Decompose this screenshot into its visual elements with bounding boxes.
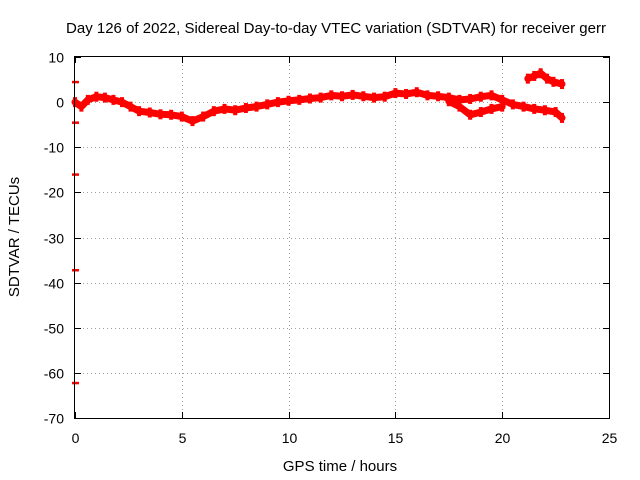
data-point bbox=[468, 109, 473, 120]
data-point bbox=[532, 70, 537, 81]
data-point bbox=[128, 101, 133, 112]
data-point bbox=[553, 107, 558, 118]
x-tick-label: 5 bbox=[179, 430, 187, 446]
data-point bbox=[532, 103, 537, 114]
data-point bbox=[446, 96, 451, 107]
data-point bbox=[201, 111, 206, 122]
y-tick-label: -10 bbox=[44, 140, 64, 156]
x-tick-label: 15 bbox=[388, 430, 404, 446]
data-point bbox=[318, 92, 323, 103]
chart-title: Day 126 of 2022, Sidereal Day-to-day VTE… bbox=[66, 20, 606, 37]
data-point bbox=[275, 97, 280, 108]
series-4 bbox=[72, 80, 79, 385]
data-point bbox=[147, 107, 152, 118]
data-point bbox=[102, 92, 107, 103]
data-point bbox=[265, 99, 270, 110]
data-point bbox=[404, 89, 409, 100]
data-point bbox=[510, 99, 515, 110]
data-point bbox=[489, 103, 494, 114]
data-point bbox=[119, 97, 124, 108]
x-axis-label: GPS time / hours bbox=[283, 458, 397, 475]
x-tick-label: 20 bbox=[495, 430, 511, 446]
data-point bbox=[560, 112, 565, 123]
data-point bbox=[436, 91, 441, 102]
data-point bbox=[254, 101, 259, 112]
data-point bbox=[478, 91, 483, 102]
data-point bbox=[372, 92, 377, 103]
data-point bbox=[72, 121, 79, 124]
data-point bbox=[382, 91, 387, 102]
data-point bbox=[190, 116, 195, 127]
x-tick-label: 25 bbox=[602, 430, 618, 446]
data-point bbox=[169, 109, 174, 120]
data-point bbox=[286, 95, 291, 106]
data-point bbox=[414, 87, 419, 98]
data-point bbox=[72, 80, 79, 84]
data-point bbox=[94, 91, 99, 102]
data-point bbox=[361, 91, 366, 102]
plot-frame bbox=[74, 56, 610, 419]
series-3 bbox=[524, 68, 566, 90]
data-point bbox=[222, 103, 227, 114]
data-point bbox=[521, 101, 526, 112]
data-point bbox=[72, 268, 79, 272]
y-tick-label: -60 bbox=[44, 366, 64, 382]
series-2 bbox=[445, 96, 506, 120]
data-point bbox=[551, 76, 556, 87]
data-point bbox=[85, 94, 90, 105]
data-point bbox=[137, 106, 142, 117]
grid bbox=[75, 57, 609, 418]
data-point bbox=[538, 68, 543, 79]
x-tick-label: 10 bbox=[282, 430, 298, 446]
series-1 bbox=[71, 87, 566, 127]
data-series bbox=[71, 68, 566, 385]
data-point bbox=[211, 106, 216, 117]
data-point bbox=[243, 102, 248, 113]
data-point bbox=[545, 73, 550, 84]
data-point bbox=[72, 381, 79, 385]
data-point bbox=[179, 111, 184, 122]
data-point bbox=[393, 88, 398, 99]
y-tick-label: 10 bbox=[48, 50, 64, 66]
data-point bbox=[525, 73, 530, 84]
x-tick-label: 0 bbox=[72, 430, 80, 446]
data-point bbox=[560, 79, 565, 90]
data-point bbox=[158, 109, 163, 120]
data-point bbox=[307, 93, 312, 104]
data-point bbox=[340, 91, 344, 102]
y-tick-label: -20 bbox=[44, 185, 64, 201]
data-point bbox=[468, 93, 473, 104]
y-tick-label: -30 bbox=[44, 231, 64, 247]
data-point bbox=[233, 105, 238, 116]
y-axis-ticks: 10 0 -10 -20 -30 -40 -50 -60 -70 bbox=[44, 50, 609, 427]
y-tick-label: -70 bbox=[44, 411, 64, 427]
data-point bbox=[297, 94, 302, 105]
data-point bbox=[478, 107, 483, 118]
data-point bbox=[457, 94, 462, 105]
data-point bbox=[79, 101, 84, 112]
y-tick-label: 0 bbox=[56, 95, 64, 111]
data-point bbox=[111, 94, 116, 105]
data-point bbox=[489, 90, 494, 101]
data-point bbox=[350, 89, 355, 100]
data-point bbox=[425, 90, 430, 101]
y-tick-label: -50 bbox=[44, 321, 64, 337]
data-point bbox=[500, 94, 505, 105]
data-point bbox=[500, 101, 505, 112]
y-tick-label: -40 bbox=[44, 276, 64, 292]
data-point bbox=[457, 101, 462, 112]
data-point bbox=[542, 105, 547, 116]
y-axis-label: SDTVAR / TECUs bbox=[6, 177, 23, 297]
data-point bbox=[72, 173, 79, 176]
data-point bbox=[329, 90, 334, 101]
